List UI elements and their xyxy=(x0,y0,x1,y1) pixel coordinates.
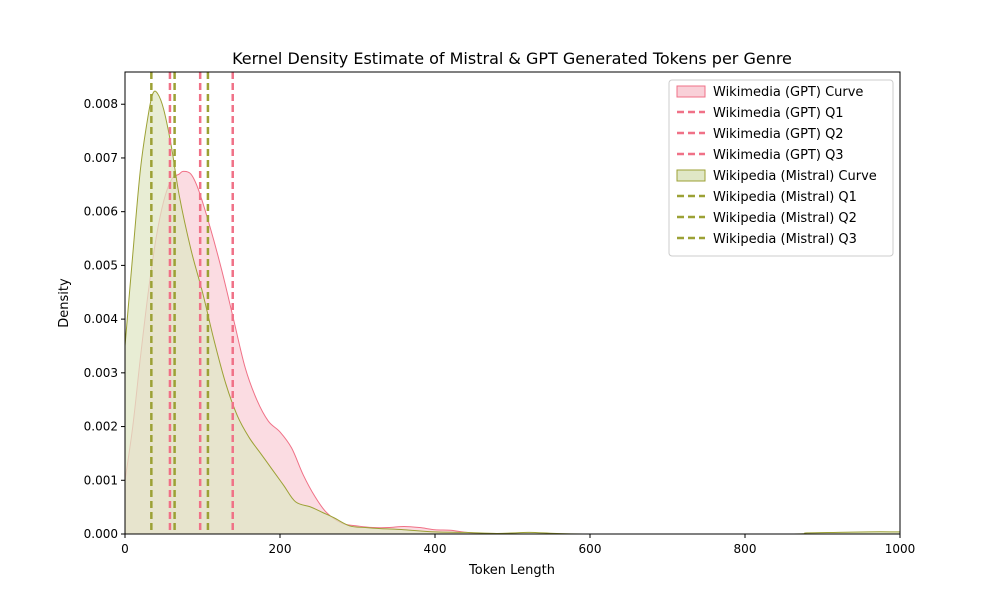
legend-label: Wikimedia (GPT) Curve xyxy=(713,85,863,100)
legend-label: Wikipedia (Mistral) Q3 xyxy=(713,232,857,247)
y-tick-label: 0.002 xyxy=(84,420,118,434)
y-axis-label: Density xyxy=(57,278,72,328)
legend-label: Wikimedia (GPT) Q2 xyxy=(713,127,844,142)
x-tick-label: 0 xyxy=(121,542,129,556)
legend-swatch-curve xyxy=(676,85,706,98)
legend-box xyxy=(668,79,894,257)
x-tick-label: 1000 xyxy=(885,542,916,556)
legend-label: Wikimedia (GPT) Q1 xyxy=(713,106,844,121)
plot-frame xyxy=(124,71,901,535)
x-axis-label: Token Length xyxy=(468,563,555,578)
legend: Wikimedia (GPT) Curve Wikimedia (GPT) Q1 W… xyxy=(668,79,894,257)
y-tick-label: 0.005 xyxy=(84,258,118,272)
plot-area: 0 200 400 600 800 1000 0.000 0.001 0.002 0.003 0.0… xyxy=(84,71,916,556)
y-tick-label: 0.004 xyxy=(84,312,118,326)
legend-label: Wikipedia (Mistral) Q1 xyxy=(713,190,857,205)
y-tick-label: 0.007 xyxy=(84,151,118,165)
y-tick-label: 0.000 xyxy=(84,527,118,541)
y-tick-label: 0.006 xyxy=(84,205,118,219)
y-tick-label: 0.008 xyxy=(84,97,118,111)
y-tick-label: 0.001 xyxy=(84,473,118,487)
x-tick-label: 200 xyxy=(269,542,292,556)
x-tick-label: 800 xyxy=(734,542,757,556)
series-layer xyxy=(125,72,900,534)
legend-swatch-curve xyxy=(676,169,706,182)
legend-label: Wikipedia (Mistral) Curve xyxy=(713,169,877,184)
legend-label: Wikipedia (Mistral) Q2 xyxy=(713,211,857,226)
x-tick-label: 400 xyxy=(424,542,447,556)
y-tick-label: 0.003 xyxy=(84,366,118,380)
area-series-1 xyxy=(125,91,900,534)
chart-title: Kernel Density Estimate of Mistral & GPT… xyxy=(232,49,792,68)
x-tick-label: 600 xyxy=(579,542,602,556)
legend-label: Wikimedia (GPT) Q3 xyxy=(713,148,844,163)
